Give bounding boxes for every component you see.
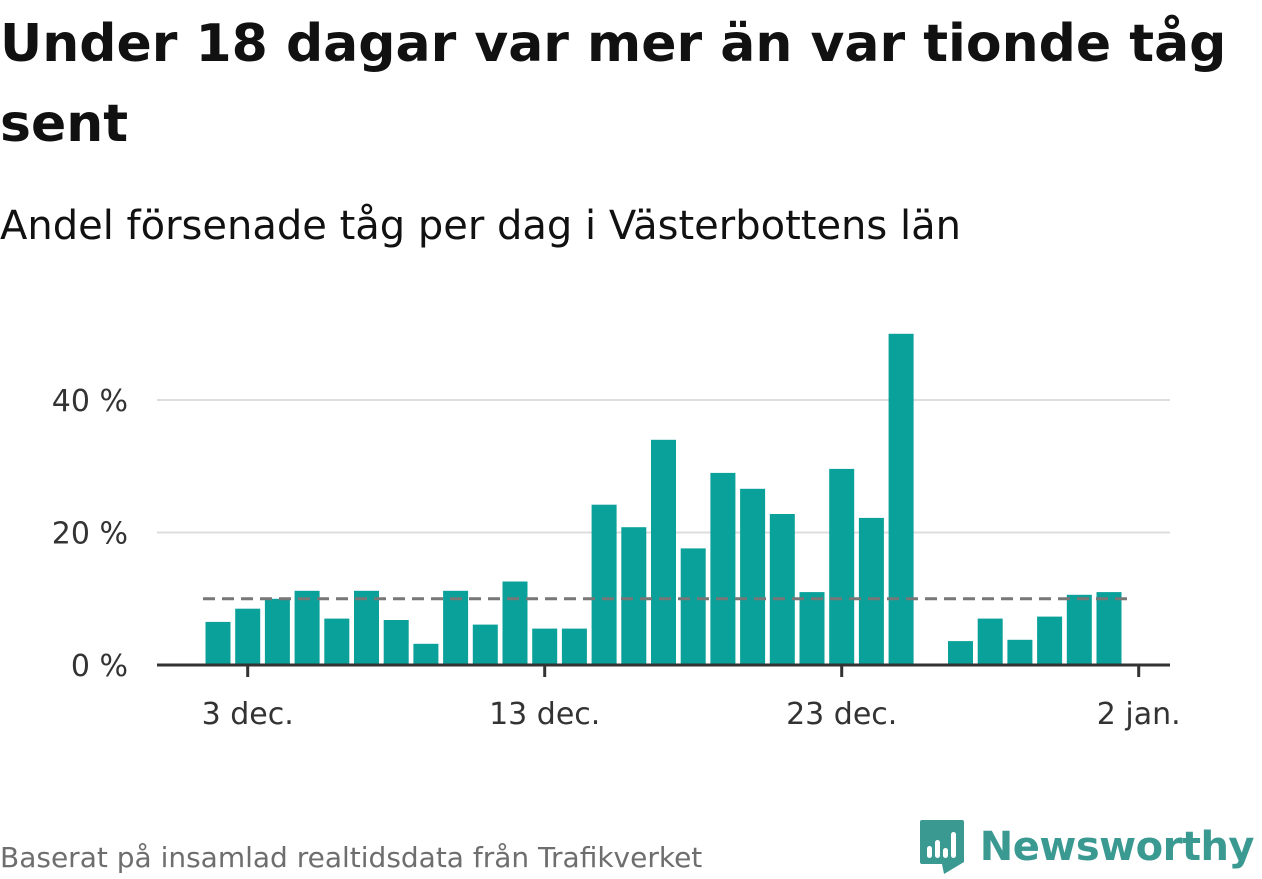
x-tick-label: 2 jan. xyxy=(1097,697,1181,732)
brand-name: Newsworthy xyxy=(979,824,1255,870)
bars xyxy=(205,333,1122,666)
bar xyxy=(621,527,647,665)
bar xyxy=(443,590,469,665)
bar xyxy=(888,333,914,666)
axes: 0 % 20 % 40 % 3 dec. 13 dec. 23 dec. 2 jan. xyxy=(52,384,1181,732)
bar xyxy=(413,643,439,665)
bar xyxy=(294,590,320,665)
bar xyxy=(532,628,558,665)
x-tick-label: 13 dec. xyxy=(489,697,600,732)
bar xyxy=(858,517,884,665)
bar xyxy=(205,621,231,665)
bar xyxy=(799,592,825,665)
bar xyxy=(264,598,290,666)
bar-chart: 0 % 20 % 40 % 3 dec. 13 dec. 23 dec. 2 jan. xyxy=(52,333,1181,732)
bar xyxy=(829,468,855,665)
bar xyxy=(354,590,379,665)
bar xyxy=(502,581,528,665)
bar xyxy=(1037,616,1063,665)
chart-subtitle: Andel försenade tåg per dag i Västerbott… xyxy=(0,203,961,249)
bar xyxy=(324,618,350,665)
bar xyxy=(1066,594,1092,665)
brand-logo: Newsworthy xyxy=(918,818,1255,876)
bar xyxy=(1096,592,1122,665)
y-tick-label: 40 % xyxy=(52,384,128,419)
x-tick-label: 3 dec. xyxy=(202,697,294,732)
bar xyxy=(680,548,706,665)
newsworthy-logo-icon xyxy=(919,820,964,874)
bar xyxy=(977,618,1003,665)
bar xyxy=(769,514,795,665)
y-tick-label: 0 % xyxy=(71,649,128,684)
x-tick-label: 23 dec. xyxy=(786,697,897,732)
source-note: Baserat på insamlad realtidsdata från Tr… xyxy=(0,841,703,874)
bar xyxy=(651,439,676,666)
bar xyxy=(1007,639,1033,665)
bar xyxy=(948,641,973,665)
chart-title: Under 18 dagar var mer än var tionde tåg… xyxy=(0,14,1227,154)
bar xyxy=(383,620,409,665)
bar xyxy=(472,624,498,665)
bar xyxy=(740,488,766,665)
bar xyxy=(710,472,736,665)
bar xyxy=(561,628,587,665)
y-tick-label: 20 % xyxy=(52,517,128,552)
bar xyxy=(591,504,617,665)
bar xyxy=(235,608,261,665)
